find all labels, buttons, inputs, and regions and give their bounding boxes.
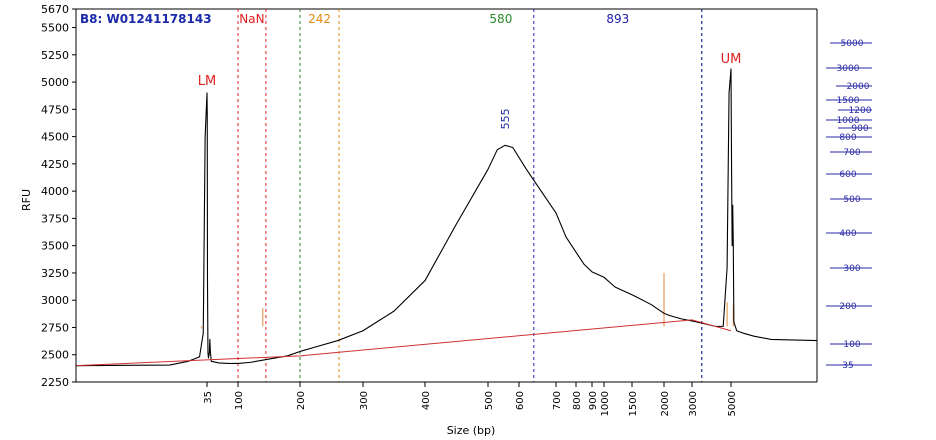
region-marker-label: 242 [308,12,331,26]
plot-area [76,8,818,382]
region-marker-label: NaN [239,12,264,26]
x-tick-label: 3000 [688,391,699,416]
y-axis-title: RFU [20,189,33,211]
peak-label: UM [721,52,742,67]
y-tick-label: 5000 [41,76,69,89]
x-tick-label: 500 [484,391,495,410]
x-tick-label: 2000 [660,391,671,416]
x-tick-label: 1500 [628,391,639,416]
x-tick-label: 200 [296,391,307,410]
ladder-label: 700 [843,148,860,158]
series-layer [75,68,818,367]
baseline-layer [75,319,732,367]
y-tick-label: 3750 [41,212,69,225]
y-tick-label: 2750 [41,321,69,334]
x-tick-label: 35 [203,391,214,404]
x-tick-label: 100 [234,391,245,410]
y-tick-label: 4500 [41,131,69,144]
y-tick-label: 4250 [41,158,69,171]
x-axis: 35 100 200 300 400 500 600 700 800 900 1000 1500 200… [76,381,817,416]
x-tick-label: 400 [421,391,432,410]
y-tick-label: 2250 [41,376,69,389]
ladder-label: 400 [839,229,856,239]
x-tick-label: 600 [515,391,526,410]
x-axis-title: Size (bp) [447,424,496,437]
region-marker-label: 580 [489,12,512,26]
region-marker-lines [200,9,734,382]
ladder-label: 300 [843,264,860,274]
ladder-label: 900 [851,124,868,134]
ladder-label: 600 [839,170,856,180]
x-tick-label: 5000 [727,391,738,416]
region-marker-label: 893 [606,12,629,26]
x-tick-label: 300 [359,391,370,410]
peak-size-label: 555 [499,108,512,129]
x-tick-label: 900 [588,391,599,410]
y-tick-label: 4750 [41,103,69,116]
x-tick-label: 800 [572,391,583,410]
x-tick-label: 1000 [600,391,611,416]
ladder-label: 100 [843,340,860,350]
ladder-label: 800 [839,133,856,143]
y-tick-label: 3500 [41,240,69,253]
ladder-label: 1200 [849,106,872,116]
y-tick-label: 5670 [41,3,69,16]
ladder-label: 3000 [837,64,860,74]
y-tick-label: 3000 [41,294,69,307]
y-tick-label: 3250 [41,267,69,280]
y-tick-label: 2500 [41,349,69,362]
chart-title: B8: W01241178143 [80,12,212,26]
series-line [75,68,818,367]
x-tick-label: 700 [552,391,563,410]
y-tick-label: 5250 [41,49,69,62]
y-tick-label: 4000 [41,185,69,198]
ladder-label: 1000 [837,116,860,126]
labels-layer: NaN 242 580 893 LM UM 555 [198,12,742,129]
y-axis: 2250 2500 2750 3000 3250 3500 3750 4000 4250 4500… [41,3,77,389]
baseline-line [75,319,732,367]
y-tick-label: 5500 [41,22,69,35]
ladder-label: 200 [839,302,856,312]
ladder-label: 35 [842,361,853,371]
ladder-label: 500 [843,195,860,205]
ladder-label: 5000 [841,39,864,49]
ladder-label: 1500 [837,96,860,106]
ladder-label: 2000 [847,82,870,92]
peak-label: LM [198,74,216,89]
